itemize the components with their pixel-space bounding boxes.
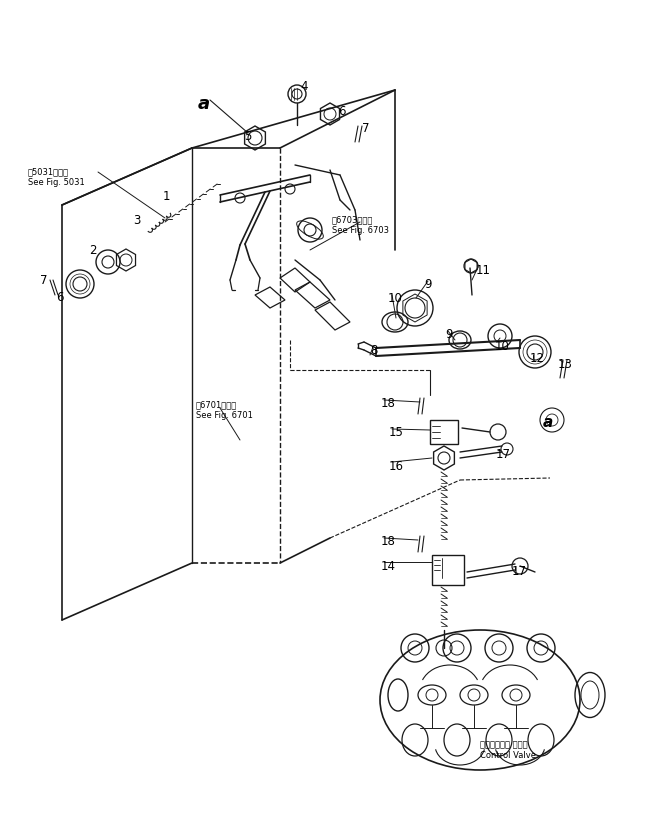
Text: 2: 2 bbox=[89, 244, 96, 257]
Text: 18: 18 bbox=[381, 397, 396, 410]
Text: See Fig. 5031: See Fig. 5031 bbox=[28, 178, 85, 187]
Text: See Fig. 6703: See Fig. 6703 bbox=[332, 226, 389, 235]
Text: 9: 9 bbox=[424, 278, 432, 291]
Text: コントロール バルブ: コントロール バルブ bbox=[480, 740, 527, 749]
Text: 9: 9 bbox=[445, 328, 453, 341]
Text: a: a bbox=[543, 415, 553, 430]
Text: 第5031図参照: 第5031図参照 bbox=[28, 167, 69, 176]
Text: 7: 7 bbox=[362, 122, 369, 135]
Text: 1: 1 bbox=[163, 190, 171, 203]
Text: 10: 10 bbox=[388, 292, 403, 305]
Text: See Fig. 6701: See Fig. 6701 bbox=[196, 411, 253, 420]
Text: 15: 15 bbox=[389, 426, 404, 439]
Text: 11: 11 bbox=[476, 264, 491, 277]
Text: 8: 8 bbox=[370, 344, 377, 357]
Text: 10: 10 bbox=[495, 340, 510, 353]
Text: 16: 16 bbox=[389, 460, 404, 473]
Text: a: a bbox=[198, 95, 210, 113]
Text: 12: 12 bbox=[530, 352, 545, 365]
Bar bbox=[432, 555, 464, 585]
Text: 7: 7 bbox=[40, 274, 47, 287]
Text: 18: 18 bbox=[381, 535, 396, 548]
Text: 17: 17 bbox=[496, 448, 511, 461]
Bar bbox=[430, 420, 458, 444]
Text: 4: 4 bbox=[300, 80, 308, 93]
Text: 第6703図参照: 第6703図参照 bbox=[332, 215, 373, 224]
Text: 3: 3 bbox=[133, 214, 140, 227]
Text: 6: 6 bbox=[56, 291, 64, 304]
Text: 5: 5 bbox=[244, 130, 251, 143]
Text: 14: 14 bbox=[381, 560, 396, 573]
Text: 第6701図参照: 第6701図参照 bbox=[196, 400, 237, 409]
Text: 17: 17 bbox=[512, 565, 527, 578]
Text: 6: 6 bbox=[338, 105, 346, 118]
Text: Control Valve: Control Valve bbox=[480, 751, 536, 760]
Text: 13: 13 bbox=[558, 358, 573, 371]
